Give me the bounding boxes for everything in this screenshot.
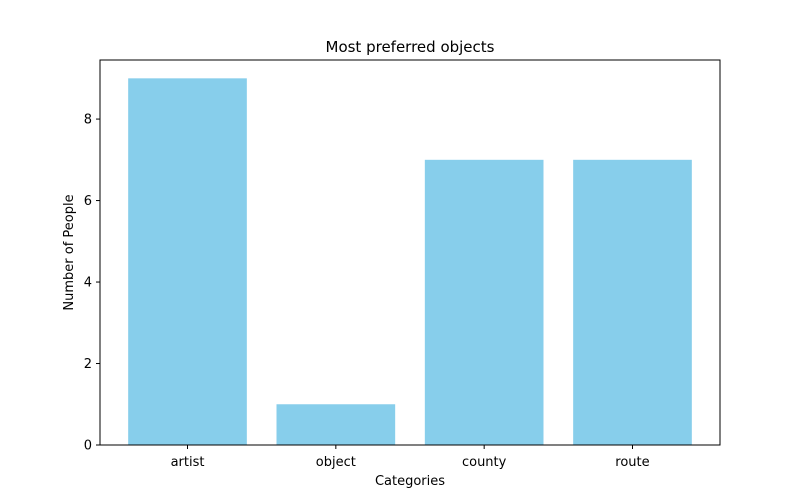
x-tick-label: object	[316, 455, 356, 470]
bar-route	[573, 159, 692, 445]
y-axis: 0 2 4 6 8	[84, 113, 100, 454]
y-tick-label: 2	[84, 357, 92, 372]
y-tick-label: 0	[84, 439, 92, 454]
x-axis: artist object county route	[171, 445, 650, 470]
chart-title: Most preferred objects	[326, 38, 495, 56]
y-tick-label: 6	[84, 194, 92, 209]
bar-object	[276, 404, 396, 445]
bar-county	[424, 159, 544, 445]
x-tick-label: artist	[171, 455, 205, 470]
x-tick-label: route	[615, 455, 649, 470]
y-tick-label: 8	[84, 113, 92, 128]
bars-group	[128, 78, 692, 445]
plot-frame	[99, 59, 721, 446]
x-tick-label: county	[462, 455, 507, 470]
y-tick-label: 4	[84, 276, 92, 291]
y-axis-title: Number of People	[62, 194, 77, 310]
x-axis-title: Categories	[375, 474, 445, 489]
bar-artist	[128, 78, 247, 445]
